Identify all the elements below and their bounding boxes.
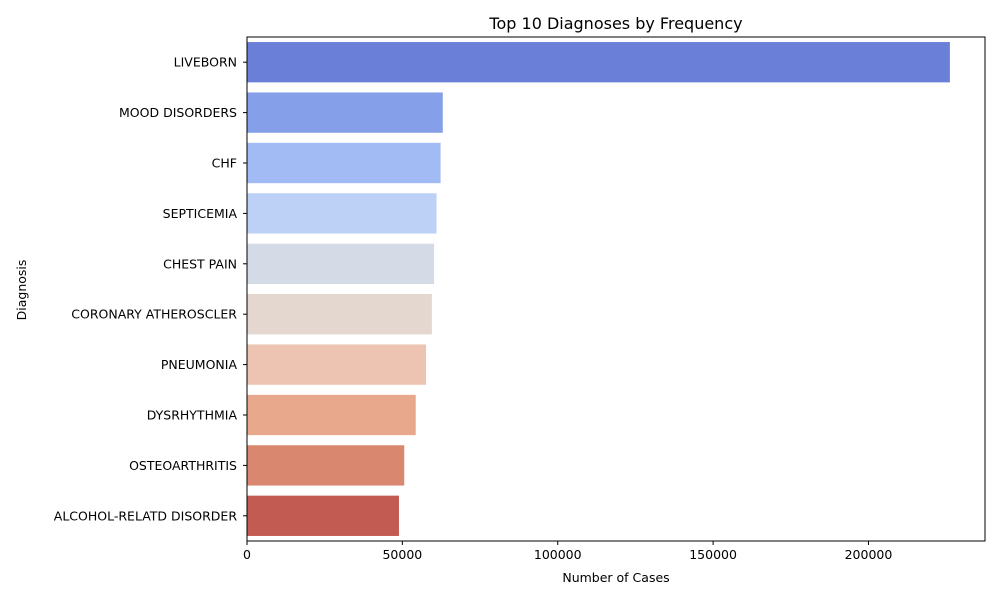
bar-chf bbox=[247, 142, 441, 184]
y-tick-label: SEPTICEMIA bbox=[163, 206, 238, 221]
bar-alcohol-relatd-disorder bbox=[247, 495, 399, 536]
bar-mood-disorders bbox=[247, 92, 443, 133]
y-axis-label: Diagnosis bbox=[14, 260, 29, 321]
y-tick-label: LIVEBORN bbox=[174, 55, 237, 70]
x-tick-label: 0 bbox=[243, 547, 251, 562]
x-axis-label: Number of Cases bbox=[562, 570, 669, 585]
y-tick-labels: LIVEBORN MOOD DISORDERS CHF SEPTICEMIA CHEST… bbox=[54, 55, 247, 523]
chart-title: Top 10 Diagnoses by Frequency bbox=[488, 14, 742, 33]
y-tick-label: CHF bbox=[212, 156, 237, 171]
x-tick-label: 150000 bbox=[689, 547, 737, 562]
y-tick-label: OSTEOARTHRITIS bbox=[129, 458, 237, 473]
y-tick-label: CHEST PAIN bbox=[163, 256, 237, 271]
bar-coronary-atheroscler bbox=[247, 294, 432, 335]
y-tick-label: DYSRHYTHMIA bbox=[147, 408, 238, 423]
bar-dysrhythmia bbox=[247, 394, 416, 436]
plot-frame bbox=[246, 36, 986, 542]
bar-liveborn bbox=[247, 42, 950, 83]
y-tick-label: CORONARY ATHEROSCLER bbox=[71, 307, 237, 322]
bar-osteoarthritis bbox=[247, 445, 405, 486]
y-tick-label: ALCOHOL-RELATD DISORDER bbox=[54, 508, 238, 523]
bar-septicemia bbox=[247, 193, 437, 234]
bar-pneumonia bbox=[247, 344, 426, 385]
y-tick-label: PNEUMONIA bbox=[161, 357, 238, 372]
x-ticks: 0 50000 100000 150000 200000 bbox=[243, 541, 892, 562]
x-tick-label: 200000 bbox=[845, 547, 893, 562]
bars-group bbox=[247, 42, 950, 536]
bar-chest-pain bbox=[247, 243, 435, 284]
x-tick-label: 100000 bbox=[534, 547, 582, 562]
x-tick-label: 50000 bbox=[382, 547, 422, 562]
y-tick-label: MOOD DISORDERS bbox=[119, 105, 237, 120]
